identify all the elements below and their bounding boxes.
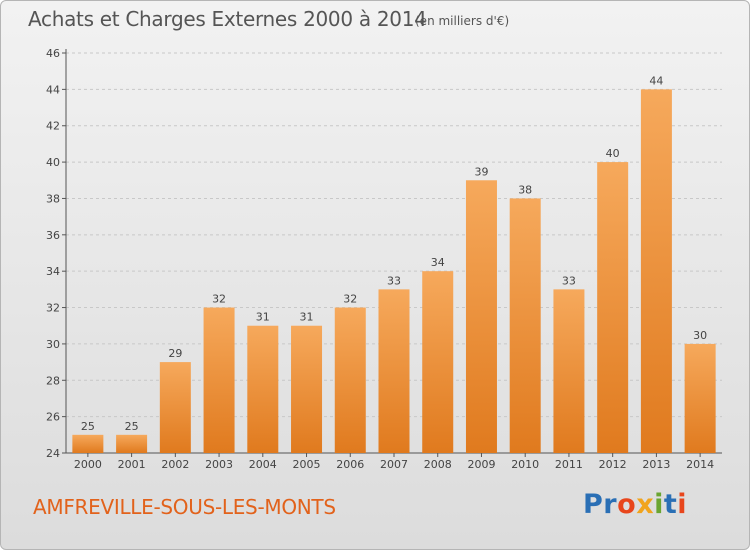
bar-2009 bbox=[465, 180, 497, 454]
bar-2005 bbox=[291, 325, 323, 453]
bar-2004 bbox=[247, 325, 279, 453]
bar-2003 bbox=[203, 307, 235, 453]
x-tick-label-2008: 2008 bbox=[424, 458, 452, 471]
chart-title: Achats et Charges Externes 2000 à 2014 bbox=[28, 7, 427, 31]
logo-letter: r bbox=[603, 489, 618, 520]
logo-letter: i bbox=[677, 489, 688, 520]
y-tick-label: 36 bbox=[46, 229, 60, 242]
x-tick-label-2000: 2000 bbox=[74, 458, 102, 471]
bar-2014 bbox=[684, 343, 716, 453]
data-label-2012: 40 bbox=[606, 147, 620, 160]
logo-letter: i bbox=[654, 489, 664, 520]
y-tick-label: 44 bbox=[46, 83, 60, 96]
y-tick-label: 34 bbox=[46, 265, 60, 278]
data-label-2014: 30 bbox=[693, 329, 707, 342]
data-label-2004: 31 bbox=[256, 311, 270, 324]
x-tick-label-2004: 2004 bbox=[249, 458, 277, 471]
bar-2006 bbox=[334, 307, 366, 453]
y-tick-label: 26 bbox=[46, 411, 60, 424]
data-label-2008: 34 bbox=[431, 256, 445, 269]
data-label-2000: 25 bbox=[81, 420, 95, 433]
data-label-2010: 38 bbox=[518, 183, 532, 196]
x-tick-label-2012: 2012 bbox=[599, 458, 627, 471]
logo-letter: t bbox=[663, 489, 678, 520]
y-tick-label: 46 bbox=[46, 47, 60, 60]
place-name: AMFREVILLE-SOUS-LES-MONTS bbox=[33, 495, 336, 519]
bar-2013 bbox=[640, 89, 672, 453]
data-label-2009: 39 bbox=[474, 165, 488, 178]
chart-subtitle: (en milliers d'€) bbox=[415, 14, 510, 28]
data-label-2006: 32 bbox=[343, 293, 357, 306]
x-tick-label-2005: 2005 bbox=[293, 458, 321, 471]
y-tick-label: 40 bbox=[46, 156, 60, 169]
bars bbox=[72, 89, 716, 454]
x-tick-label-2013: 2013 bbox=[642, 458, 670, 471]
data-label-2013: 44 bbox=[649, 74, 663, 87]
bar-2011 bbox=[553, 289, 585, 453]
x-tick-label-2002: 2002 bbox=[161, 458, 189, 471]
labels: 24 26 28 30 32 34 36 38 40 42 44 46 2000 25 2001 25 2002… bbox=[46, 47, 714, 471]
y-tick-label: 42 bbox=[46, 120, 60, 133]
y-tick-label: 38 bbox=[46, 192, 60, 205]
x-tick-label-2011: 2011 bbox=[555, 458, 583, 471]
x-tick-label-2001: 2001 bbox=[118, 458, 146, 471]
x-tick-label-2007: 2007 bbox=[380, 458, 408, 471]
bar-2007 bbox=[378, 289, 410, 453]
x-tick-label-2006: 2006 bbox=[336, 458, 364, 471]
y-tick-label: 32 bbox=[46, 302, 60, 315]
x-tick-label-2010: 2010 bbox=[511, 458, 539, 471]
proxiti-logo[interactable]: Proxiti bbox=[583, 489, 687, 520]
bar-2012 bbox=[597, 162, 629, 453]
logo-letter: x bbox=[636, 489, 655, 520]
data-label-2002: 29 bbox=[168, 347, 182, 360]
bar-2008 bbox=[422, 271, 454, 453]
y-tick-label: 30 bbox=[46, 338, 60, 351]
data-label-2007: 33 bbox=[387, 274, 401, 287]
x-tick-label-2003: 2003 bbox=[205, 458, 233, 471]
bar-2000 bbox=[72, 434, 104, 453]
y-tick-label: 28 bbox=[46, 374, 60, 387]
data-label-2003: 32 bbox=[212, 293, 226, 306]
y-tick-label: 24 bbox=[46, 447, 60, 460]
data-label-2005: 31 bbox=[300, 311, 314, 324]
logo-letter: o bbox=[617, 489, 637, 520]
bar-2001 bbox=[116, 434, 148, 453]
data-label-2011: 33 bbox=[562, 274, 576, 287]
data-label-2001: 25 bbox=[125, 420, 139, 433]
bar-2002 bbox=[159, 362, 191, 453]
x-tick-label-2014: 2014 bbox=[686, 458, 714, 471]
bar-2010 bbox=[509, 198, 541, 453]
logo-letter: P bbox=[583, 489, 604, 520]
x-tick-label-2009: 2009 bbox=[467, 458, 495, 471]
